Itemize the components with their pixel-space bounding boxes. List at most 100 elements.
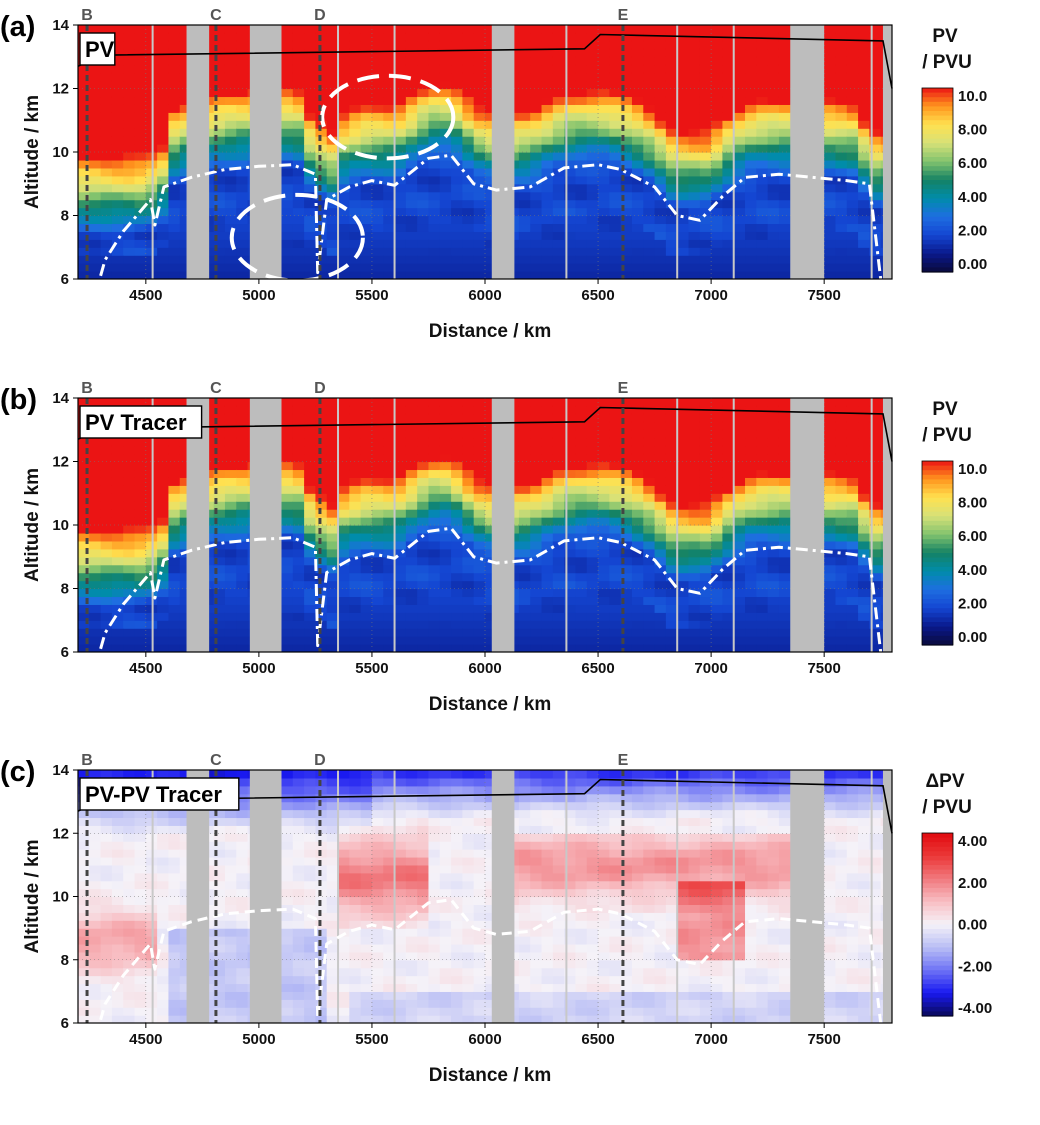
heatmap-cell	[236, 152, 249, 161]
colorbar-swatch	[922, 534, 953, 540]
heatmap-cell	[869, 112, 882, 121]
heatmap-cell	[767, 421, 780, 431]
heatmap-cell	[518, 239, 531, 248]
y-tick-label: 14	[52, 17, 69, 34]
heatmap-cell	[733, 183, 746, 193]
colorbar-swatch	[922, 221, 953, 227]
heatmap-cell	[564, 25, 577, 34]
heatmap-cell	[858, 429, 870, 439]
heatmap-cell	[123, 175, 136, 185]
heatmap-cell	[304, 429, 317, 439]
heatmap-cell	[111, 88, 124, 98]
heatmap-cell	[123, 144, 136, 153]
heatmap-cell	[552, 40, 565, 50]
heatmap-cell	[541, 429, 554, 439]
heatmap-cell	[473, 48, 486, 58]
heatmap-cell	[586, 564, 599, 574]
x-tick-label: 6500	[581, 287, 614, 304]
heatmap-cell	[541, 405, 554, 415]
heatmap-cell	[620, 398, 633, 407]
heatmap-cell	[733, 461, 746, 471]
heatmap-cell	[292, 183, 305, 193]
heatmap-cell	[292, 88, 305, 98]
heatmap-cell	[846, 48, 859, 58]
heatmap-cell	[417, 636, 430, 645]
heatmap-cell	[405, 445, 418, 455]
heatmap-cell	[541, 231, 554, 240]
heatmap-cell	[326, 96, 339, 105]
heatmap-cell	[677, 96, 690, 105]
heatmap-cell	[326, 231, 339, 240]
heatmap-cell	[89, 183, 102, 193]
heatmap-cell	[552, 509, 565, 518]
heatmap-cell	[835, 596, 848, 605]
heatmap-cell	[699, 596, 712, 605]
heatmap-cell	[168, 80, 181, 90]
heatmap-cell	[756, 167, 769, 177]
heatmap-cell	[111, 604, 124, 613]
heatmap-cell	[586, 477, 599, 486]
heatmap-cell	[778, 136, 791, 145]
heatmap-cell	[213, 405, 226, 415]
heatmap-cell	[485, 501, 497, 510]
heatmap-cell	[575, 628, 588, 637]
heatmap-cell	[824, 532, 837, 542]
heatmap-cell	[756, 580, 769, 590]
heatmap-cell	[405, 88, 418, 98]
heatmap-cell	[326, 128, 339, 137]
heatmap-cell	[292, 405, 305, 415]
heatmap-cell	[123, 271, 136, 279]
heatmap-cell	[620, 413, 633, 423]
heatmap-cell	[575, 469, 588, 478]
heatmap-cell	[439, 175, 452, 185]
heatmap-cell	[835, 532, 848, 542]
heatmap-cell	[451, 588, 463, 598]
heatmap-cell	[846, 461, 859, 471]
heatmap-cell	[756, 477, 769, 486]
heatmap-cell	[530, 405, 543, 415]
heatmap-cell	[304, 32, 317, 42]
heatmap-cell	[665, 628, 678, 637]
heatmap-cell	[304, 239, 317, 248]
heatmap-cell	[134, 167, 147, 177]
heatmap-cell	[518, 429, 531, 439]
heatmap-cell	[722, 398, 735, 407]
heatmap-cell	[846, 231, 859, 240]
heatmap-cell	[485, 532, 497, 542]
heatmap-cell	[711, 596, 724, 605]
heatmap-cell	[824, 429, 837, 439]
heatmap-cell	[767, 596, 780, 605]
heatmap-cell	[530, 517, 543, 526]
heatmap-cell	[451, 88, 463, 98]
heatmap-cell	[745, 413, 757, 423]
heatmap-cell	[428, 620, 441, 629]
heatmap-cell	[326, 144, 339, 153]
heatmap-cell	[168, 501, 181, 510]
heatmap-cell	[778, 477, 791, 486]
heatmap-cell	[518, 405, 531, 415]
heatmap-cell	[338, 223, 350, 232]
heatmap-cell	[349, 517, 362, 526]
heatmap-cell	[224, 532, 237, 542]
heatmap-cell	[869, 421, 882, 431]
heatmap-cell	[473, 144, 486, 153]
heatmap-cell	[711, 580, 724, 590]
heatmap-cell	[485, 88, 497, 98]
heatmap-cell	[451, 199, 463, 209]
heatmap-cell	[292, 572, 305, 582]
heatmap-cell	[304, 461, 317, 471]
heatmap-cell	[326, 620, 339, 629]
heatmap-cell	[598, 48, 610, 58]
heatmap-cell	[281, 398, 294, 407]
heatmap-cell	[360, 88, 373, 98]
heatmap-cell	[417, 215, 430, 225]
heatmap-cell	[711, 517, 724, 526]
heatmap-cell	[767, 263, 780, 272]
heatmap-cell	[530, 556, 543, 566]
heatmap-cell	[518, 413, 531, 423]
heatmap-cell	[518, 120, 531, 129]
heatmap-cell	[745, 239, 757, 248]
heatmap-cell	[236, 191, 249, 201]
heatmap-cell	[111, 856, 124, 866]
heatmap-cell	[179, 32, 192, 42]
